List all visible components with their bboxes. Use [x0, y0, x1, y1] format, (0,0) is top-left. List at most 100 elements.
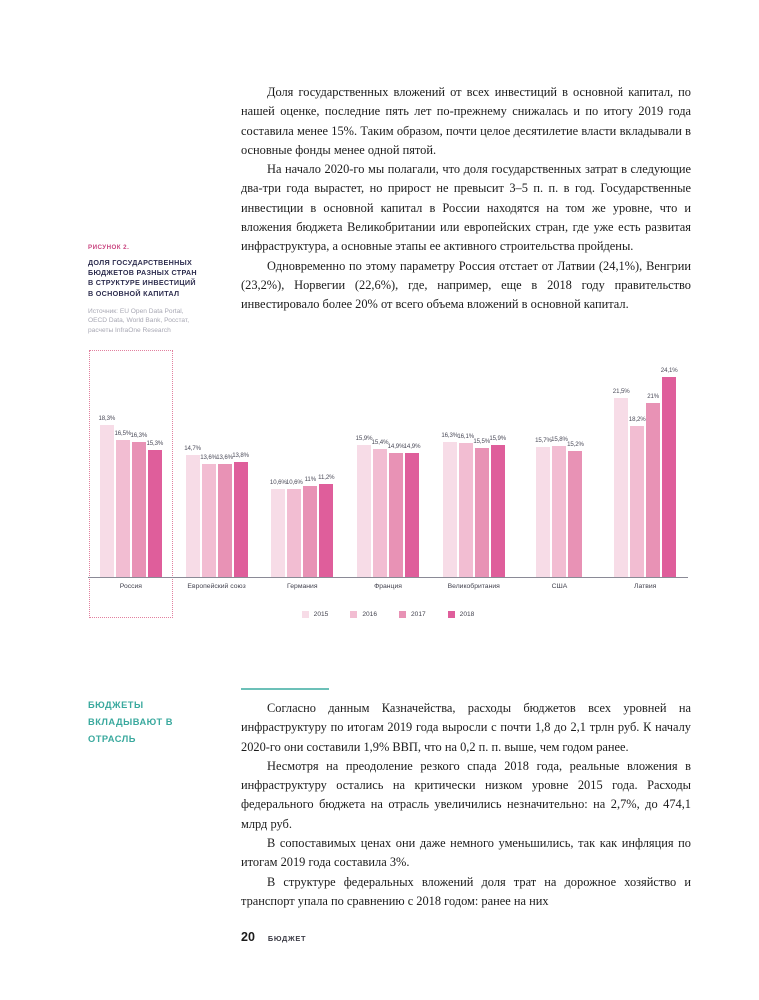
chart-bar: 16,1% — [457, 433, 474, 577]
chart-bar-value: 10,6% — [285, 478, 303, 486]
chart-group: 16,3% 16,1% 15,5% 15,9% — [431, 362, 517, 577]
chart-bar: 15,3% — [146, 440, 163, 577]
chart-bar-value: 15,4% — [371, 439, 389, 447]
bar-chart: 18,3% 16,5% 16,3% 15,3% 14,7% 13,6% 13,6% 13,8%… — [88, 350, 688, 632]
article-bottom-text: Согласно данным Казначейства, расходы бю… — [241, 699, 691, 911]
chart-bar: 13,6% — [216, 454, 233, 577]
chart-bar-value: 15,7% — [535, 436, 552, 444]
paragraph: Доля государственных вложений от всех ин… — [241, 85, 691, 157]
chart-bar: 14,7% — [184, 445, 201, 577]
chart-bar-value: 15,5% — [473, 438, 491, 446]
chart-group: 14,7% 13,6% 13,6% 13,8% — [174, 362, 260, 577]
chart-category-label: Франция — [374, 583, 402, 590]
figure-number: РИСУНОК 2. — [88, 244, 130, 251]
legend-swatch — [301, 611, 309, 618]
legend-swatch — [399, 611, 406, 618]
chart-category-label: Латвия — [634, 583, 657, 590]
chart-bar: 18,2% — [629, 416, 646, 577]
chart-bar-value: 21% — [647, 392, 660, 400]
chart-bar-value: 16,1% — [457, 433, 475, 441]
chart-group: 21,5% 18,2% 21% 24,1% — [602, 362, 688, 577]
paragraph: Согласно данным Казначейства, расходы бю… — [241, 701, 691, 754]
chart-bar: 15,8% — [551, 436, 568, 577]
chart-bar: 16,3% — [130, 432, 147, 577]
chart-bar: 21,5% — [613, 388, 630, 577]
chart-bar-value: 14,7% — [184, 444, 201, 452]
chart-bar: 21% — [646, 393, 661, 577]
legend-label: 2015 — [313, 611, 329, 618]
chart-bar-value: 13,8% — [232, 452, 249, 460]
chart-bar: 13,8% — [232, 452, 249, 577]
chart-bar: 15,7% — [535, 437, 552, 577]
chart-bar: 13,6% — [200, 454, 217, 577]
chart-bar: 15,4% — [372, 439, 389, 577]
paragraph: Одновременно по этому параметру Россия о… — [241, 258, 691, 312]
chart-bar-value: 11,2% — [318, 473, 335, 481]
chart-category-label: США — [551, 583, 568, 590]
legend-item[interactable]: 2017 — [399, 611, 426, 618]
chart-bar-value: 14,9% — [403, 443, 421, 451]
chart-category-label: Великобритания — [447, 583, 500, 590]
chart-category-label: Германия — [287, 583, 318, 590]
chart-bar: 24,1% — [661, 367, 678, 577]
chart-bar-value: 15,3% — [146, 439, 164, 447]
chart-group: 15,7% 15,8% 15,2% — [517, 362, 603, 577]
chart-bar: 15,2% — [567, 441, 584, 577]
legend-item[interactable]: 2016 — [350, 611, 377, 618]
chart-x-axis — [88, 577, 688, 578]
chart-bar-value: 16,3% — [130, 431, 148, 439]
chart-bar-value: 15,2% — [567, 440, 584, 448]
chart-bar-value: 11% — [304, 475, 317, 483]
chart-bar-value: 24,1% — [660, 366, 678, 374]
chart-bar: 11% — [303, 476, 318, 577]
chart-bar: 15,9% — [356, 435, 373, 577]
legend-label: 2017 — [411, 611, 426, 618]
chart-plot-area: 18,3% 16,5% 16,3% 15,3% 14,7% 13,6% 13,6% 13,8%… — [88, 350, 688, 618]
chart-bar: 16,3% — [441, 432, 458, 577]
chart-bar-value: 16,3% — [441, 431, 459, 439]
chart-bar: 18,3% — [98, 415, 115, 577]
legend-swatch — [447, 611, 455, 618]
figure-title: ДОЛЯ ГОСУДАРСТВЕННЫХ БЮДЖЕТОВ РАЗНЫХ СТР… — [88, 258, 197, 298]
chart-group: 18,3% 16,5% 16,3% 15,3% — [88, 350, 174, 618]
chart-group: 15,9% 15,4% 14,9% 14,9% — [345, 362, 431, 577]
chart-bar-value: 15,9% — [489, 434, 507, 442]
chart-category-label: Россия — [119, 583, 142, 590]
paragraph: В сопоставимых ценах они даже немного ум… — [241, 836, 691, 870]
legend-label: 2018 — [459, 611, 475, 618]
chart-bar-groups: 18,3% 16,5% 16,3% 15,3% 14,7% 13,6% 13,6% 13,8%… — [88, 350, 688, 618]
chart-bar-value: 13,6% — [216, 454, 233, 462]
paragraph: На начало 2020-го мы полагали, что доля … — [241, 162, 691, 254]
legend-swatch — [350, 611, 358, 618]
chart-legend: 2015 2016 2017 2018 — [88, 611, 688, 618]
chart-bar-value: 18,2% — [628, 415, 646, 423]
chart-bar: 10,6% — [286, 479, 303, 577]
chart-bar-value: 15,9% — [355, 434, 373, 442]
chart-bar: 10,6% — [270, 479, 287, 577]
chart-bar-value: 10,6% — [269, 478, 287, 486]
chart-bar-value: 21,5% — [612, 388, 630, 396]
chart-bar-value: 15,8% — [551, 435, 568, 443]
chart-bar-value: 18,3% — [98, 414, 116, 422]
chart-bar-value: 14,9% — [387, 443, 405, 451]
page-number: 20 — [241, 930, 255, 944]
article-top-text: Доля государственных вложений от всех ин… — [241, 83, 691, 315]
paragraph: Несмотря на преодоление резкого спада 20… — [241, 758, 691, 831]
legend-label: 2016 — [362, 611, 377, 618]
chart-category-labels: Россия Европейский союз Германия Франция Вел… — [88, 582, 688, 592]
chart-bar-value: 13,6% — [200, 454, 217, 462]
figure-caption-block: РИСУНОК 2. ДОЛЯ ГОСУДАРСТВЕННЫХ БЮДЖЕТОВ… — [88, 244, 202, 336]
legend-item[interactable]: 2018 — [447, 611, 475, 618]
chart-group: 10,6% 10,6% 11% 11,2% — [259, 362, 345, 577]
chart-bar: 11,2% — [318, 474, 335, 577]
chart-bar: 14,9% — [404, 443, 421, 577]
chart-bar: 14,9% — [388, 443, 405, 577]
chart-bar: 16,5% — [114, 430, 131, 577]
legend-item[interactable]: 2015 — [301, 611, 329, 618]
chart-bar-value: 16,5% — [114, 429, 132, 437]
chart-bar: 15,5% — [473, 438, 490, 577]
footer-label: БЮДЖЕТ — [267, 934, 307, 943]
section-rule — [241, 688, 329, 690]
page-footer: 20 БЮДЖЕТ — [241, 930, 306, 944]
